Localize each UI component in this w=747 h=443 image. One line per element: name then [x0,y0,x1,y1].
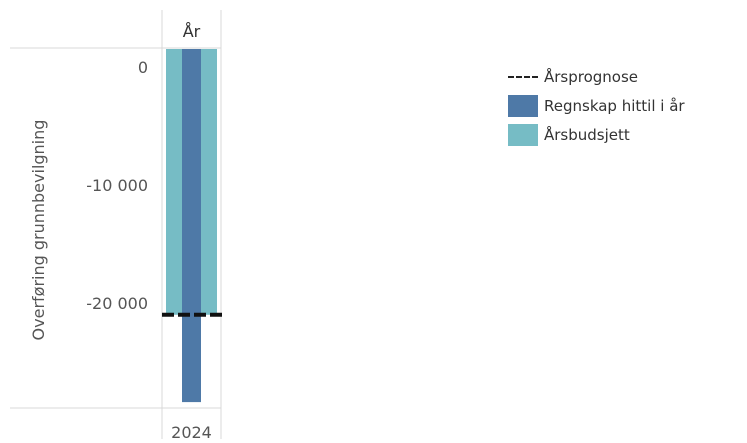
y-tick-label: 0 [138,58,148,77]
y-axis-title: Overføring grunnbevilgning [29,120,48,341]
legend-label-actual: Regnskap hittil i år [544,96,685,115]
legend-swatch-budget [508,123,538,146]
bars-layer [162,49,222,403]
legend-label-forecast: Årsprognose [544,67,639,86]
y-tick-label: -20 000 [86,294,148,313]
legend-label-budget: Årsbudsjett [544,125,630,144]
dashed-line-icon [508,75,538,78]
legend-item-budget: Årsbudsjett [508,120,747,149]
legend-item-forecast: Årsprognose [508,62,747,91]
y-tick-label: -10 000 [86,176,148,195]
legend-item-actual: Regnskap hittil i år [508,91,747,120]
x-category-label: 2024 [171,423,212,439]
legend-swatch-actual [508,94,538,117]
legend: Årsprognose Regnskap hittil i år Årsbuds… [508,62,747,149]
grid-layer [10,10,222,439]
column-header: År [183,22,201,41]
labels-layer: År 0 -10 000 -20 000 Overføring grunnbevilgn… [29,22,212,442]
bar-regnskap-2024 [182,49,201,403]
